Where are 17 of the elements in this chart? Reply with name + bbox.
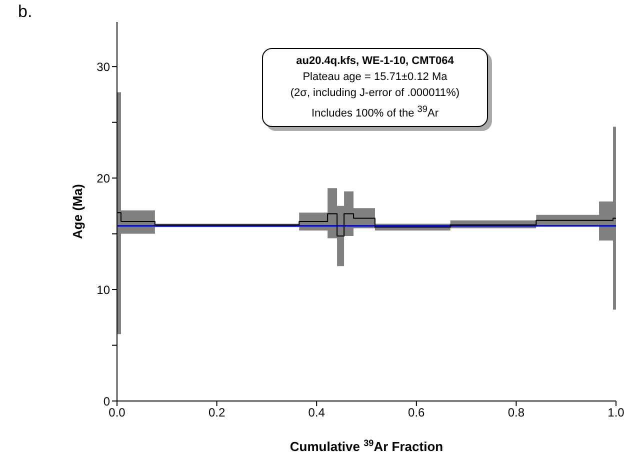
- annotation: Plateau age = 15.71±0.12 Ma: [302, 70, 448, 85]
- x-axis-title: Cumulative $^{39}$Ar Fraction: [290, 438, 444, 454]
- annotation: (2σ, including J-error of .000011%): [289, 86, 461, 101]
- y-tick-label: 20: [96, 171, 110, 186]
- x-tick-label: 0.8: [508, 406, 525, 420]
- text: b.: [18, 2, 32, 22]
- x-tick-label: 0.6: [408, 406, 426, 420]
- y-tick-label: 0: [103, 394, 110, 408]
- annotation: au20.4q.kfs, WE-1-10, CMT064: [295, 54, 455, 69]
- annotation: Includes 100% of the $^{39}$Ar: [310, 103, 440, 122]
- y-tick-label: 30: [96, 60, 110, 74]
- y-axis-title: Age (Ma): [70, 184, 85, 239]
- x-tick-label: 0.0: [108, 406, 126, 420]
- x-tick-label: 1.0: [608, 406, 625, 420]
- x-tick-label: 0.2: [208, 406, 226, 420]
- y-tick-label: 10: [96, 282, 110, 297]
- x-tick-label: 0.4: [308, 406, 326, 420]
